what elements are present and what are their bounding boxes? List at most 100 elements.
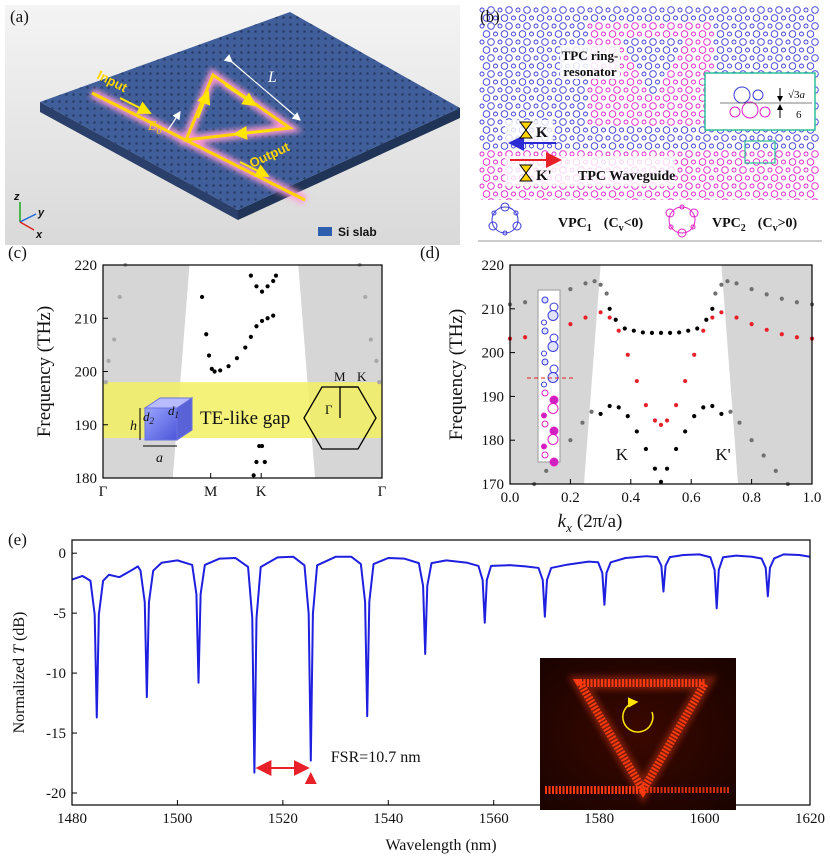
data-point: [692, 414, 697, 419]
air-hole: [691, 159, 696, 165]
data-point: [658, 422, 664, 427]
air-hole: [533, 71, 539, 77]
air-hole: [637, 191, 642, 197]
air-hole: [680, 30, 689, 38]
data-point: [616, 328, 621, 333]
air-hole: [608, 78, 617, 86]
air-hole: [695, 71, 701, 77]
zoom-hole: [759, 106, 771, 118]
air-hole: [767, 135, 773, 141]
air-hole: [703, 166, 711, 174]
y-axis-label: Normalized T (dB): [11, 612, 28, 734]
air-hole: [554, 142, 563, 150]
data-point: [254, 324, 259, 329]
air-hole: [533, 151, 539, 157]
data-point: [254, 459, 259, 465]
air-hole: [793, 54, 801, 62]
zoom-hole: [752, 89, 764, 101]
air-hole: [565, 95, 570, 101]
air-hole: [641, 71, 647, 77]
air-hole: [536, 94, 545, 102]
air-hole: [698, 30, 707, 38]
data-point: [604, 291, 609, 296]
air-hole: [793, 134, 801, 142]
air-hole: [613, 118, 621, 126]
air-hole: [659, 119, 665, 125]
air-hole: [601, 127, 606, 133]
vpc-sub: 2: [741, 223, 746, 234]
air-hole: [716, 30, 725, 38]
air-hole: [623, 39, 629, 45]
air-hole: [487, 134, 495, 142]
vpc-cond-sub: v: [773, 223, 778, 234]
air-hole: [523, 102, 531, 110]
air-hole: [698, 46, 707, 54]
air-hole: [655, 127, 660, 133]
air-hole: [673, 79, 678, 85]
hourglass: [519, 164, 533, 182]
air-hole: [626, 62, 635, 70]
air-hole: [515, 103, 521, 109]
air-hole: [590, 126, 599, 134]
data-point: [640, 330, 645, 335]
air-hole: [529, 15, 534, 21]
vpc-cond-end: <0): [624, 216, 644, 231]
air-hole: [631, 86, 639, 94]
air-hole: [667, 86, 675, 94]
air-hole: [547, 191, 552, 197]
data-point: [737, 420, 742, 425]
hexagon: [303, 386, 377, 450]
air-hole: [533, 103, 539, 109]
dim-symbol: d: [143, 409, 150, 424]
air-hole: [536, 78, 545, 86]
air-hole: [788, 174, 797, 182]
air-hole: [641, 87, 647, 93]
air-hole: [551, 55, 557, 61]
air-hole: [590, 110, 599, 118]
data-point: [374, 358, 379, 363]
air-hole: [662, 14, 671, 22]
vpc-name: VPC: [558, 216, 587, 231]
air-hole: [547, 31, 552, 37]
air-hole: [709, 15, 714, 21]
air-hole: [479, 7, 485, 13]
air-hole: [770, 174, 779, 182]
air-hole: [631, 6, 639, 14]
air-hole: [698, 174, 707, 182]
data-point: [589, 409, 594, 414]
air-hole: [775, 134, 783, 142]
air-hole: [619, 111, 624, 117]
air-hole: [623, 135, 629, 141]
air-hole: [641, 7, 647, 13]
point-label: K: [357, 369, 367, 384]
air-hole: [554, 78, 563, 86]
data-point: [622, 326, 627, 331]
field-symbol: E: [147, 119, 157, 134]
air-hole: [487, 6, 495, 14]
air-hole: [763, 63, 768, 69]
air-hole: [709, 175, 714, 181]
air-hole: [605, 151, 611, 157]
air-hole: [691, 47, 696, 53]
air-hole: [752, 14, 761, 22]
air-hole: [770, 62, 779, 70]
air-hole: [793, 150, 801, 158]
data-point: [607, 315, 612, 320]
air-hole: [547, 143, 552, 149]
air-hole: [493, 159, 498, 165]
air-hole: [806, 190, 815, 198]
air-hole: [631, 22, 639, 30]
strip-hole: [541, 381, 547, 388]
air-hole: [767, 55, 773, 61]
air-hole: [752, 62, 761, 70]
air-hole: [721, 54, 729, 62]
air-hole: [613, 22, 621, 30]
air-hole: [716, 62, 725, 70]
air-hole: [757, 6, 765, 14]
air-hole: [605, 103, 611, 109]
valley-label: K': [715, 445, 730, 464]
air-hole: [500, 190, 509, 198]
air-hole: [572, 142, 581, 150]
air-hole: [811, 150, 819, 158]
air-hole: [637, 111, 642, 117]
